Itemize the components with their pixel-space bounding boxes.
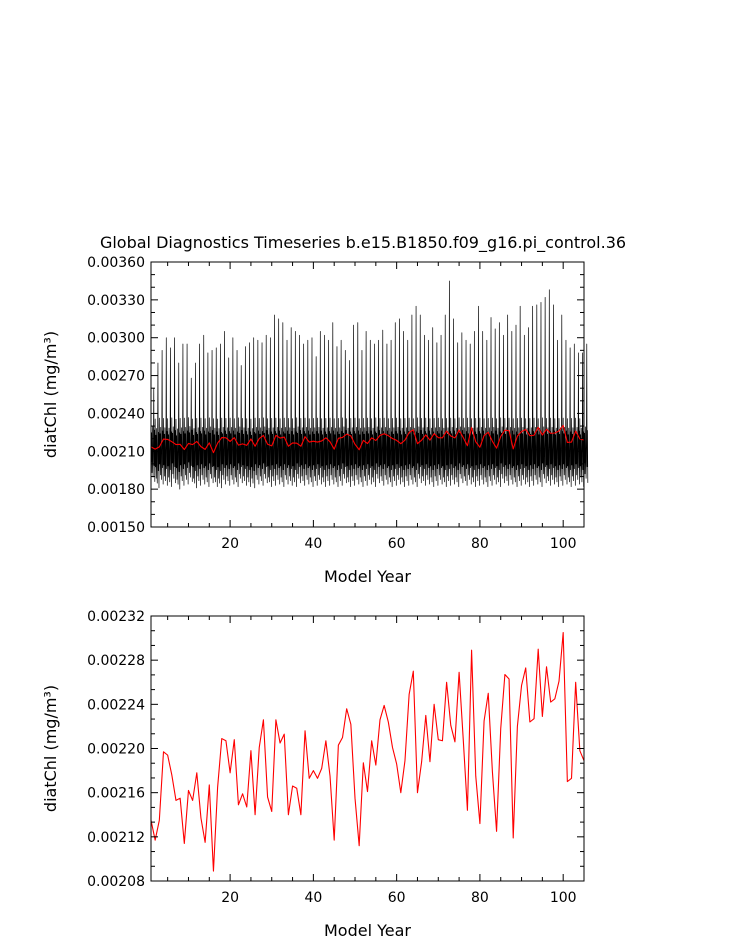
y-tick-label: 0.00228 (87, 653, 145, 669)
x-tick-label: 100 (550, 890, 577, 906)
y-axis-label: diatChl (mg/m³) (41, 685, 60, 812)
x-axis-label: Model Year (324, 921, 411, 940)
y-tick-label: 0.00180 (87, 482, 145, 498)
y-tick-label: 0.00330 (87, 293, 145, 309)
y-tick-label: 0.00224 (87, 697, 145, 713)
x-tick-label: 20 (221, 890, 239, 906)
series-line-1 (150, 424, 585, 454)
top-panel: 20 40 60 80 100 0.00150 0.00180 0.00210 0.00240 0… (41, 255, 589, 586)
y-tick-label: 0.00360 (87, 255, 145, 271)
y-axis-label: diatChl (mg/m³) (41, 331, 60, 458)
series-line-0 (150, 632, 585, 872)
plot-frame (150, 615, 585, 882)
x-tick-label: 40 (304, 890, 322, 906)
y-tick-label: 0.00220 (87, 742, 145, 758)
x-axis-label: Model Year (324, 567, 411, 586)
x-tick-label: 80 (471, 536, 489, 552)
series-line-0 (150, 280, 589, 490)
y-tick-label: 0.00300 (87, 331, 145, 347)
chart-title: Global Diagnostics Timeseries b.e15.B185… (100, 233, 626, 253)
x-tick-label: 20 (221, 536, 239, 552)
y-tick-label: 0.00150 (87, 520, 145, 536)
y-tick-label: 0.00208 (87, 874, 145, 890)
y-tick-label: 0.00240 (87, 406, 145, 422)
x-tick-label: 60 (388, 890, 406, 906)
bottom-panel: 20 40 60 80 100 0.00208 0.00212 0.00216 0.00220 0… (41, 609, 585, 940)
y-tick-label: 0.00210 (87, 444, 145, 460)
y-tick-label: 0.00270 (87, 369, 145, 385)
y-tick-label: 0.00232 (87, 609, 145, 625)
x-tick-label: 100 (550, 536, 577, 552)
y-tick-label: 0.00212 (87, 830, 145, 846)
plot-frame (150, 261, 585, 528)
x-tick-label: 80 (471, 890, 489, 906)
x-tick-label: 60 (388, 536, 406, 552)
y-tick-label: 0.00216 (87, 786, 145, 802)
x-tick-label: 40 (304, 536, 322, 552)
